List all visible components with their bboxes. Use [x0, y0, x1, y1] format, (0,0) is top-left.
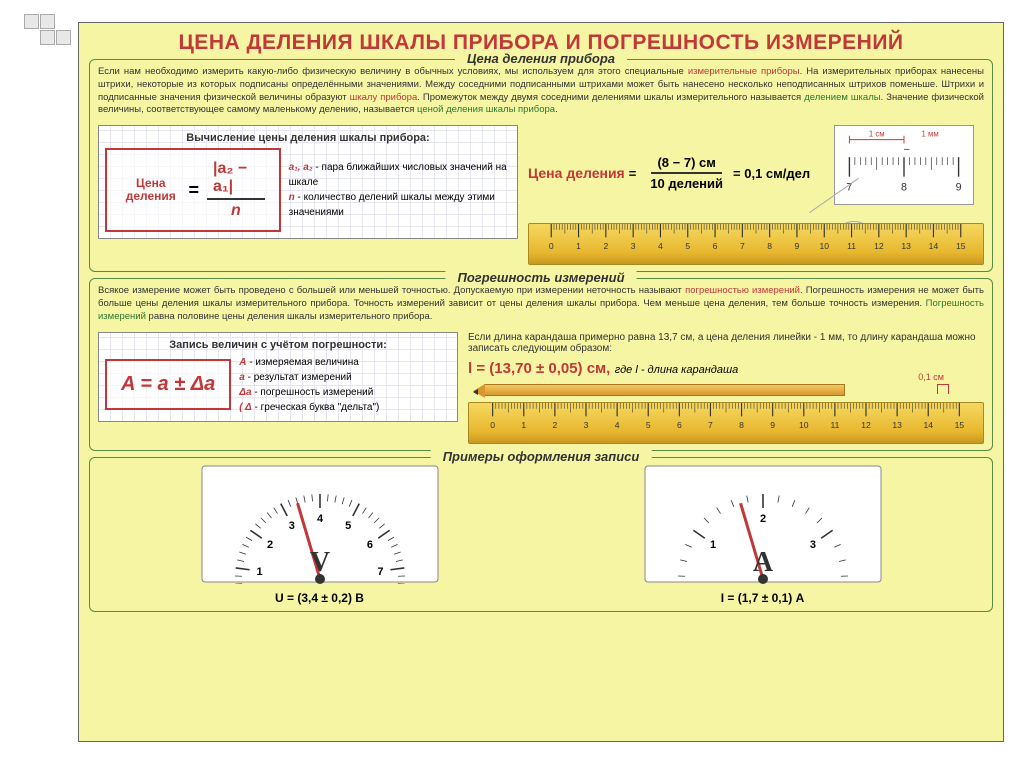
result-formula: l = (13,70 ± 0,05) см,: [468, 360, 610, 377]
svg-text:1 см: 1 см: [869, 130, 885, 139]
svg-text:1: 1: [709, 539, 715, 551]
ammeter: 01234A I = (1,7 ± 0,1) А: [643, 464, 883, 605]
ruler-svg: 0123456789101112131415: [469, 403, 983, 443]
ruler-bottom: 0123456789101112131415: [468, 402, 984, 444]
svg-text:V: V: [309, 547, 329, 578]
section-price: Цена деления прибора Если нам необходимо…: [89, 59, 993, 272]
result-tail: где l - длина карандаша: [615, 364, 738, 376]
svg-text:13: 13: [892, 419, 902, 429]
svg-text:5: 5: [685, 241, 690, 251]
intro-text: Если нам необходимо измерить какую-либо …: [98, 66, 984, 117]
gauge-svg: 01234A: [643, 464, 883, 584]
svg-text:13: 13: [901, 241, 911, 251]
svg-text:3: 3: [288, 520, 294, 532]
section-title: Примеры оформления записи: [431, 449, 652, 464]
formula-legend: a₁, a₂ - пара ближайших числовых значени…: [289, 160, 511, 220]
box-title: Вычисление цены деления шкалы прибора:: [105, 132, 511, 144]
svg-text:2: 2: [759, 513, 765, 525]
section-error: Погрешность измерений Всякое измерение м…: [89, 278, 993, 450]
svg-text:A: A: [752, 547, 773, 578]
svg-text:8: 8: [767, 241, 772, 251]
svg-text:2: 2: [266, 539, 272, 551]
svg-text:3: 3: [809, 539, 815, 551]
price-left: Цена деления: [528, 166, 625, 181]
error-formula-box: Запись величин с учётом погрешности: A =…: [98, 332, 458, 422]
svg-text:1: 1: [521, 419, 526, 429]
ruler-zoom: 7891 см1 мм: [834, 125, 974, 205]
svg-text:6: 6: [713, 241, 718, 251]
gauge-svg: 012345678V: [200, 464, 440, 584]
svg-text:2: 2: [603, 241, 608, 251]
svg-text:12: 12: [861, 419, 871, 429]
svg-text:4: 4: [615, 419, 620, 429]
svg-text:6: 6: [677, 419, 682, 429]
svg-text:9: 9: [795, 241, 800, 251]
box-title: Запись величин с учётом погрешности:: [105, 339, 451, 351]
svg-text:7: 7: [740, 241, 745, 251]
ruler-svg: 0123456789101112131415: [529, 224, 983, 264]
svg-text:4: 4: [316, 513, 323, 525]
decor-square: [40, 30, 55, 45]
intro-text: Всякое измерение может быть проведено с …: [98, 285, 984, 323]
decor-square: [40, 14, 55, 29]
zoom-svg: 7891 см1 мм: [835, 126, 973, 204]
pencil-icon: [484, 384, 845, 396]
svg-text:0: 0: [549, 241, 554, 251]
section-title: Погрешность измерений: [445, 270, 636, 285]
formula-left: Цена деления: [117, 177, 185, 203]
price-result: = 0,1 см/дел: [733, 166, 810, 181]
svg-text:1: 1: [256, 566, 262, 578]
formula-frame: A = a ± Δa: [105, 359, 231, 410]
formula-box: Вычисление цены деления шкалы прибора: Ц…: [98, 125, 518, 239]
svg-text:15: 15: [955, 419, 965, 429]
error-legend: A - измеряемая величинаa - результат изм…: [239, 355, 379, 415]
svg-text:1 мм: 1 мм: [922, 130, 939, 139]
side-text: Если длина карандаша примерно равна 13,7…: [468, 332, 984, 354]
svg-text:9: 9: [770, 419, 775, 429]
tolerance-label: 0,1 см: [918, 372, 944, 382]
section-title: Цена деления прибора: [455, 51, 627, 66]
svg-text:15: 15: [956, 241, 966, 251]
svg-text:3: 3: [631, 241, 636, 251]
svg-text:14: 14: [929, 241, 939, 251]
decor-square: [56, 30, 71, 45]
svg-text:1: 1: [576, 241, 581, 251]
svg-text:7: 7: [708, 419, 713, 429]
decor-square: [24, 14, 39, 29]
tolerance-bracket: [937, 384, 949, 394]
svg-text:12: 12: [874, 241, 884, 251]
svg-text:6: 6: [366, 539, 372, 551]
gauge-label: U = (3,4 ± 0,2) В: [200, 591, 440, 605]
svg-text:2: 2: [553, 419, 558, 429]
poster: ЦЕНА ДЕЛЕНИЯ ШКАЛЫ ПРИБОРА И ПОГРЕШНОСТЬ…: [78, 22, 1004, 742]
svg-text:7: 7: [377, 566, 383, 578]
svg-text:0: 0: [490, 419, 495, 429]
svg-text:8: 8: [739, 419, 744, 429]
svg-text:11: 11: [847, 241, 856, 251]
svg-text:5: 5: [345, 520, 351, 532]
gauge-label: I = (1,7 ± 0,1) А: [643, 591, 883, 605]
svg-text:4: 4: [658, 241, 663, 251]
svg-text:9: 9: [956, 182, 962, 194]
svg-text:8: 8: [901, 182, 907, 194]
svg-text:11: 11: [830, 419, 839, 429]
svg-text:14: 14: [923, 419, 933, 429]
section-examples: Примеры оформления записи 012345678V U =…: [89, 457, 993, 612]
svg-text:10: 10: [799, 419, 809, 429]
ruler-top: 0123456789101112131415: [528, 223, 984, 265]
voltmeter: 012345678V U = (3,4 ± 0,2) В: [200, 464, 440, 605]
error-formula: A = a ± Δa: [121, 373, 215, 396]
svg-text:5: 5: [646, 419, 651, 429]
svg-text:10: 10: [819, 241, 829, 251]
frac-top: |a₂ − a₁|: [207, 158, 265, 200]
frac-bot: n: [225, 200, 247, 222]
svg-text:3: 3: [584, 419, 589, 429]
formula-frame: Цена деления = |a₂ − a₁| n: [105, 148, 281, 232]
